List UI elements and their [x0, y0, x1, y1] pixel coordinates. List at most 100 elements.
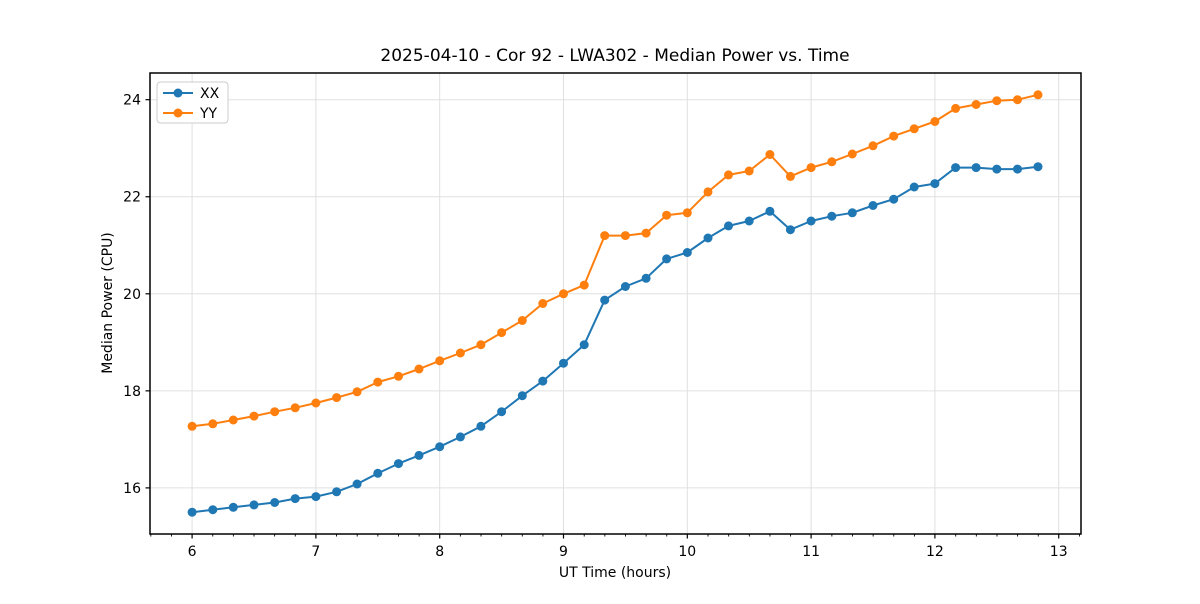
grid-lines [150, 73, 1081, 534]
data-point [497, 328, 507, 338]
data-point [889, 194, 899, 204]
data-point [228, 502, 238, 512]
data-point [827, 157, 837, 167]
data-point [744, 216, 754, 226]
data-point [1033, 162, 1043, 172]
data-point [724, 221, 733, 231]
x-tick-label: 6 [188, 544, 197, 560]
data-point [352, 387, 362, 397]
data-point [909, 124, 919, 134]
data-point [435, 356, 445, 366]
x-tick-label: 11 [802, 544, 820, 560]
data-point [971, 163, 981, 173]
series-xx-line [191, 165, 1039, 514]
data-point [579, 340, 589, 350]
data-point [889, 131, 899, 141]
data-point [497, 407, 507, 417]
data-point [785, 225, 795, 235]
data-point [476, 421, 486, 431]
x-axis-label: UT Time (hours) [559, 565, 671, 581]
data-point [414, 450, 424, 460]
data-point [270, 498, 280, 507]
data-point [703, 233, 713, 243]
data-point [744, 166, 754, 176]
data-point [249, 500, 259, 510]
data-point [538, 376, 548, 386]
data-point [806, 163, 816, 173]
data-point [208, 419, 218, 429]
y-tick-label: 24 [123, 93, 141, 109]
y-axis-label: Median Power (CPU) [100, 232, 116, 374]
data-point [394, 459, 403, 469]
data-point [620, 231, 630, 241]
data-point [765, 206, 775, 216]
data-point [579, 280, 589, 290]
data-point [724, 170, 733, 180]
legend-swatch-marker-xx [173, 88, 183, 98]
data-point [517, 316, 527, 325]
data-point [600, 295, 610, 305]
data-point [1013, 164, 1022, 174]
data-point [600, 231, 610, 241]
axes-frame [145, 72, 1082, 539]
data-point [951, 163, 961, 173]
legend-label-yy: YY [199, 106, 218, 122]
data-point [662, 254, 672, 264]
data-point [311, 492, 321, 502]
series-yy-markers [187, 90, 1043, 431]
data-point [682, 208, 692, 218]
data-point [806, 216, 816, 226]
legend-label-xx: XX [200, 86, 220, 102]
data-point [703, 187, 713, 197]
data-series [187, 90, 1043, 517]
legend: XX YY [156, 81, 229, 124]
x-tick-label: 12 [926, 544, 944, 560]
data-point [270, 407, 280, 417]
data-point [620, 282, 630, 291]
y-tick-label: 20 [123, 287, 141, 303]
x-tick-label: 8 [435, 544, 444, 560]
data-point [662, 210, 672, 220]
plot-border [149, 72, 1082, 535]
data-point [394, 371, 403, 381]
data-point [455, 432, 465, 442]
data-point [909, 182, 919, 192]
data-point [641, 228, 651, 238]
data-point [930, 179, 940, 189]
data-point [1033, 90, 1043, 100]
data-point [847, 149, 857, 159]
x-tick-label: 9 [559, 544, 568, 560]
data-point [951, 103, 961, 113]
data-point [930, 117, 940, 126]
data-point [538, 299, 548, 308]
data-point [847, 208, 857, 218]
data-point [517, 391, 527, 401]
data-point [641, 273, 651, 283]
data-point [992, 164, 1002, 174]
data-point [971, 100, 981, 109]
data-point [414, 364, 424, 374]
data-point [559, 358, 568, 368]
data-point [311, 398, 321, 408]
data-point [249, 411, 259, 421]
data-point [228, 415, 238, 425]
y-tick-label: 22 [123, 190, 141, 206]
data-point [187, 507, 197, 517]
data-point [827, 211, 837, 221]
data-point [332, 487, 342, 497]
tick-labels: 6 7 8 9 10 11 12 13 16 18 20 22 24 [123, 93, 1067, 560]
data-point [373, 468, 383, 478]
data-point [455, 348, 465, 358]
x-tick-label: 13 [1050, 544, 1068, 560]
data-point [208, 505, 218, 515]
chart-title: 2025-04-10 - Cor 92 - LWA302 - Median Po… [380, 46, 849, 66]
data-point [352, 479, 362, 489]
data-point [290, 403, 300, 413]
x-tick-label: 7 [311, 544, 320, 560]
legend-swatch-marker-yy [173, 108, 183, 118]
data-point [332, 393, 342, 403]
data-point [1013, 95, 1022, 105]
data-point [765, 150, 775, 159]
